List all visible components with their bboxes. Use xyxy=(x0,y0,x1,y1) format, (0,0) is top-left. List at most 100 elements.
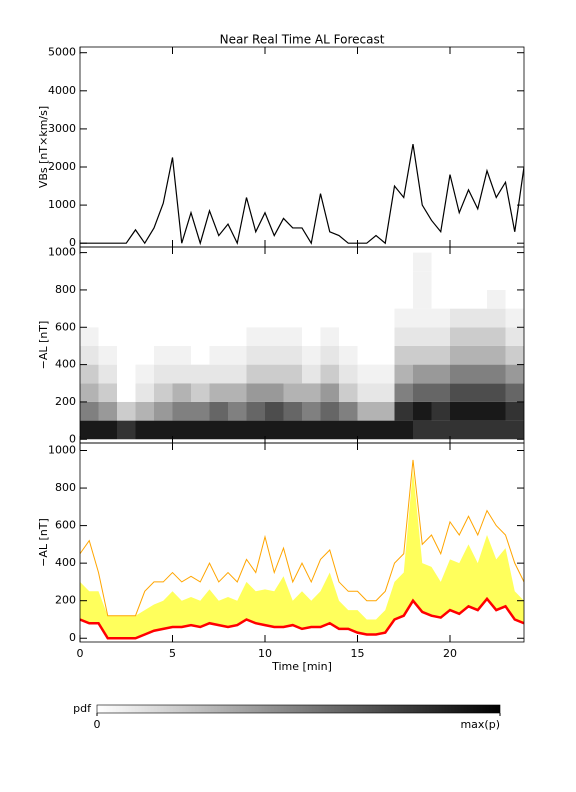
pdf-cell xyxy=(394,420,413,440)
pdf-cell xyxy=(487,364,506,384)
pdf-cell xyxy=(246,383,265,402)
pdf-cell xyxy=(265,401,284,421)
pdf-cell xyxy=(80,420,99,440)
pdf-cell xyxy=(413,327,432,346)
pdf-cell xyxy=(265,383,284,402)
pdf-cell xyxy=(246,252,265,272)
pdf-cell xyxy=(302,252,321,272)
pdf-cell xyxy=(209,289,228,309)
pdf-cell xyxy=(191,271,210,290)
pdf-cell xyxy=(468,327,487,346)
pdf-cell xyxy=(487,327,506,346)
pdf-cell xyxy=(320,420,339,440)
pdf-cell xyxy=(265,289,284,309)
pdf-cell xyxy=(154,364,173,384)
pdf-cell xyxy=(80,345,99,365)
pdf-cell xyxy=(265,364,284,384)
x-tick-label: 0 xyxy=(77,647,84,660)
pdf-cell xyxy=(450,271,469,290)
pdf-cell xyxy=(117,308,136,328)
y-tick-label: 400 xyxy=(55,358,76,371)
pdf-cell xyxy=(413,252,432,272)
y-tick-label: 2000 xyxy=(48,160,76,173)
y-tick-label: 1000 xyxy=(48,444,76,457)
pdf-cell xyxy=(191,289,210,309)
pdf-cell xyxy=(172,252,191,272)
pdf-cell xyxy=(357,420,376,440)
pdf-cell xyxy=(302,383,321,402)
y-axis-label: −AL [nT] xyxy=(37,518,50,567)
pdf-cell xyxy=(117,364,136,384)
pdf-cell xyxy=(487,383,506,402)
pdf-cell xyxy=(283,364,302,384)
pdf-cell xyxy=(246,401,265,421)
pdf-cell xyxy=(154,345,173,365)
pdf-cell xyxy=(191,383,210,402)
y-tick-label: 800 xyxy=(55,481,76,494)
pdf-cell xyxy=(80,401,99,421)
plot-frame xyxy=(79,46,525,248)
pdf-cell xyxy=(302,271,321,290)
pdf-cell xyxy=(394,383,413,402)
pdf-cell xyxy=(376,420,395,440)
pdf-cell xyxy=(172,345,191,365)
pdf-cell xyxy=(228,271,247,290)
pdf-cell xyxy=(505,327,524,346)
pdf-cell xyxy=(431,401,450,421)
pdf-cell xyxy=(376,252,395,272)
pdf-cell xyxy=(339,289,358,309)
pdf-cell xyxy=(413,420,432,440)
pdf-cell xyxy=(135,252,154,272)
pdf-cell xyxy=(487,345,506,365)
pdf-cell xyxy=(228,327,247,346)
colorbar-label: pdf xyxy=(73,702,92,715)
pdf-cell xyxy=(135,271,154,290)
pdf-cell xyxy=(80,383,99,402)
pdf-cell xyxy=(209,327,228,346)
pdf-cell xyxy=(283,289,302,309)
pdf-cell xyxy=(450,252,469,272)
pdf-cell xyxy=(450,401,469,421)
pdf-cell xyxy=(283,327,302,346)
pdf-cell xyxy=(431,364,450,384)
pdf-cell xyxy=(117,289,136,309)
pdf-cell xyxy=(135,420,154,440)
pdf-cell xyxy=(357,383,376,402)
pdf-cell xyxy=(376,308,395,328)
pdf-cell xyxy=(246,364,265,384)
pdf-cell xyxy=(154,308,173,328)
pdf-cell xyxy=(80,271,99,290)
pdf-cell xyxy=(431,252,450,272)
pdf-cell xyxy=(339,401,358,421)
pdf-cell xyxy=(394,308,413,328)
pdf-cell xyxy=(413,364,432,384)
pdf-cell xyxy=(505,289,524,309)
pdf-cell xyxy=(320,289,339,309)
pdf-cell xyxy=(394,289,413,309)
pdf-cell xyxy=(209,271,228,290)
pdf-cell xyxy=(468,345,487,365)
x-axis-label: Time [min] xyxy=(271,660,332,673)
pdf-cell xyxy=(172,271,191,290)
pdf-cell xyxy=(228,345,247,365)
y-tick-label: 0 xyxy=(69,432,76,445)
pdf-cell xyxy=(135,401,154,421)
pdf-cell xyxy=(468,364,487,384)
pdf-cell xyxy=(376,401,395,421)
pdf-cell xyxy=(228,308,247,328)
pdf-cell xyxy=(283,383,302,402)
pdf-cell xyxy=(135,327,154,346)
pdf-cell xyxy=(172,383,191,402)
pdf-cell xyxy=(505,364,524,384)
pdf-cell xyxy=(98,252,117,272)
pdf-cell xyxy=(209,364,228,384)
colorbar xyxy=(96,704,501,714)
pdf-cell xyxy=(98,401,117,421)
pdf-cell xyxy=(320,327,339,346)
pdf-cell xyxy=(302,364,321,384)
pdf-cell xyxy=(413,345,432,365)
vbs-line xyxy=(80,144,524,246)
pdf-cell xyxy=(431,345,450,365)
pdf-cell xyxy=(394,401,413,421)
pdf-cell xyxy=(283,401,302,421)
